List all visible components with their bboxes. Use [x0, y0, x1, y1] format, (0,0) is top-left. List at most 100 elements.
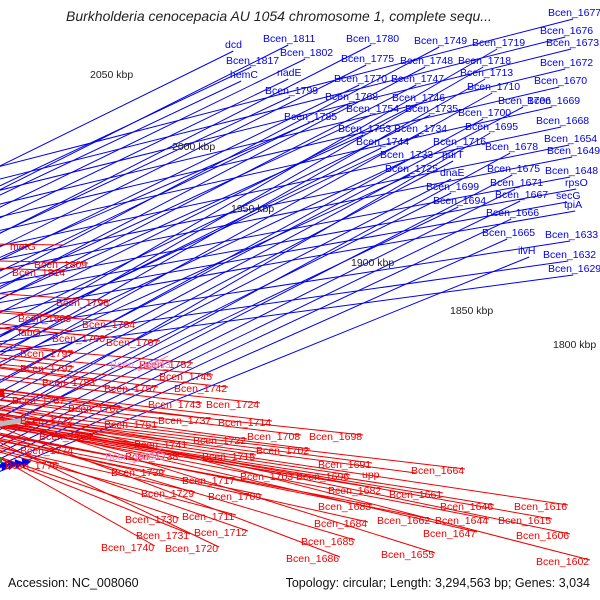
plus-gene-label[interactable]: Bcen_1802: [280, 47, 333, 59]
minus-gene-label[interactable]: Bcen_1616: [514, 501, 567, 513]
plus-gene-label[interactable]: purT: [442, 149, 464, 161]
minus-gene-label[interactable]: Bcen_1803: [18, 313, 71, 325]
rna-gene-label[interactable]: Bcen_R0042: [105, 451, 166, 463]
minus-gene-label[interactable]: Bcen_1809: [34, 259, 87, 271]
plus-gene-label[interactable]: Bcen_1668: [536, 115, 589, 127]
plus-gene-label[interactable]: Bcen_1649: [547, 145, 600, 157]
minus-gene-label[interactable]: metG: [10, 241, 36, 253]
minus-gene-label[interactable]: Bcen_1715: [202, 451, 255, 463]
plus-gene-label[interactable]: Bcen_1706: [498, 95, 551, 107]
plus-gene-label[interactable]: Bcen_1716: [433, 136, 486, 148]
minus-gene-label[interactable]: Bcen_1711: [182, 511, 235, 523]
minus-gene-label[interactable]: Bcen_1767: [106, 337, 159, 349]
minus-gene-label[interactable]: Bcen_1797: [20, 348, 73, 360]
plus-gene-label[interactable]: Bcen_1817: [226, 55, 279, 67]
minus-gene-label[interactable]: Bcen_1783: [42, 377, 95, 389]
minus-gene-label[interactable]: Bcen_1606: [516, 530, 569, 542]
minus-gene-label[interactable]: Bcen_1698: [309, 431, 362, 443]
plus-gene-label[interactable]: Bcen_1719: [472, 37, 525, 49]
plus-gene-label[interactable]: Bcen_1632: [543, 249, 596, 261]
minus-gene-label[interactable]: Bcen_1729: [141, 488, 194, 500]
minus-gene-label[interactable]: Bcen_1714: [218, 417, 271, 429]
plus-gene-label[interactable]: Bcen_1629: [548, 263, 600, 275]
plus-gene-label[interactable]: dcd: [225, 39, 242, 51]
plus-gene-label[interactable]: Bcen_1746: [392, 92, 445, 104]
plus-gene-label[interactable]: Bcen_1747: [391, 73, 444, 85]
plus-gene-label[interactable]: Bcen_1768: [325, 91, 378, 103]
minus-gene-label[interactable]: Bcen_1602: [536, 556, 589, 568]
plus-gene-label[interactable]: secG: [556, 190, 581, 202]
minus-gene-label[interactable]: Bcen_1737: [158, 415, 211, 427]
minus-gene-label[interactable]: Bcen_1683: [318, 501, 371, 513]
plus-gene-label[interactable]: Bcen_1677: [548, 7, 600, 19]
minus-gene-label[interactable]: Bcen_1738: [125, 451, 178, 463]
minus-gene-label[interactable]: Bcen_1708: [247, 431, 300, 443]
plus-gene-label[interactable]: Bcen_1770: [334, 73, 387, 85]
plus-gene-label[interactable]: Bcen_1734: [394, 123, 447, 135]
minus-gene-label[interactable]: Bcen_1787: [12, 395, 65, 407]
minus-gene-label[interactable]: Bcen_1757: [104, 383, 157, 395]
plus-gene-label[interactable]: Bcen_1673: [546, 37, 599, 49]
minus-gene-label[interactable]: Bcen_1739: [111, 467, 164, 479]
minus-gene-label[interactable]: Bcen_1751: [104, 419, 157, 431]
plus-gene-label[interactable]: Bcen_1633: [545, 229, 598, 241]
rna-gene-label[interactable]: Bcen_R0043: [110, 359, 171, 371]
plus-gene-label[interactable]: Bcen_1780: [346, 33, 399, 45]
plus-gene-label[interactable]: Bcen_1648: [545, 165, 598, 177]
minus-gene-label[interactable]: Bcen_1691: [318, 459, 371, 471]
plus-gene-label[interactable]: Bcen_1748: [400, 55, 453, 67]
minus-gene-label[interactable]: Bcen_1685: [301, 536, 354, 548]
minus-gene-label[interactable]: Bcen_1696: [296, 471, 349, 483]
plus-gene-label[interactable]: Bcen_1694: [433, 195, 486, 207]
minus-gene-label[interactable]: Bcen_1664: [411, 465, 464, 477]
minus-gene-label[interactable]: Bcen_1784: [82, 319, 135, 331]
minus-gene-label[interactable]: Bcen_1703: [240, 471, 293, 483]
minus-gene-label[interactable]: Bcen_1724: [206, 399, 259, 411]
minus-gene-label[interactable]: Bcen_1661: [389, 489, 442, 501]
plus-gene-label[interactable]: rpsO: [565, 177, 588, 189]
minus-gene-label[interactable]: Bcen_1646: [440, 501, 493, 513]
plus-gene-label[interactable]: Bcen_1695: [465, 121, 518, 133]
plus-gene-label[interactable]: nadE: [277, 67, 302, 79]
minus-gene-label[interactable]: Bcen_1655: [381, 549, 434, 561]
plus-gene-label[interactable]: Bcen_1670: [534, 75, 587, 87]
minus-gene-label[interactable]: Bcen_1722: [193, 435, 246, 447]
plus-gene-label[interactable]: Bcen_1749: [414, 35, 467, 47]
plus-gene-label[interactable]: Bcen_1735: [405, 103, 458, 115]
plus-gene-label[interactable]: Bcen_1675: [487, 163, 540, 175]
minus-gene-label[interactable]: Bcen_1740: [101, 542, 154, 554]
plus-gene-label[interactable]: Bcen_1654: [544, 133, 597, 145]
minus-gene-label[interactable]: Bcen_1709: [208, 491, 261, 503]
minus-gene-label[interactable]: Bcen_1792: [20, 363, 73, 375]
minus-gene-label[interactable]: Bcen_1790: [52, 333, 105, 345]
plus-gene-label[interactable]: tpiA: [564, 199, 582, 211]
minus-gene-label[interactable]: Bcen_1743: [148, 399, 201, 411]
minus-gene-label[interactable]: Bcen_1742: [174, 383, 227, 395]
plus-gene-label[interactable]: Bcen_1671: [490, 177, 543, 189]
minus-gene-label[interactable]: Bcen_1776: [5, 460, 58, 472]
minus-gene-label[interactable]: Bcen_1764: [39, 431, 92, 443]
minus-gene-label[interactable]: Bcen_1762: [68, 403, 121, 415]
plus-gene-label[interactable]: hemC: [230, 69, 258, 81]
minus-gene-label[interactable]: Bcen_1717: [182, 475, 235, 487]
plus-gene-label[interactable]: Bcen_1667: [495, 189, 548, 201]
minus-gene-label[interactable]: Bcen_1730: [125, 514, 178, 526]
minus-gene-label[interactable]: Bcen_1702: [256, 445, 309, 457]
minus-gene-label[interactable]: Bcen_1684: [314, 518, 367, 530]
minus-gene-label[interactable]: Bcen_1814: [12, 267, 65, 279]
plus-gene-label[interactable]: Bcen_1754: [346, 103, 399, 115]
minus-gene-label[interactable]: Bcen_1647: [423, 528, 476, 540]
minus-gene-label[interactable]: Bcen_1682: [328, 485, 381, 497]
plus-gene-label[interactable]: Bcen_1710: [467, 81, 520, 93]
plus-gene-label[interactable]: dnaE: [440, 167, 465, 179]
minus-gene-label[interactable]: Bcen_1772: [20, 415, 73, 427]
minus-gene-label[interactable]: Bcen_1798: [56, 297, 109, 309]
plus-gene-label[interactable]: Bcen_1733: [380, 149, 433, 161]
plus-gene-label[interactable]: ilvH: [518, 245, 536, 257]
minus-gene-label[interactable]: Bcen_1615: [498, 515, 551, 527]
plus-gene-label[interactable]: Bcen_1725: [385, 163, 438, 175]
minus-gene-label[interactable]: fabG: [18, 327, 41, 339]
plus-gene-label[interactable]: Bcen_1665: [482, 227, 535, 239]
plus-gene-label[interactable]: Bcen_1676: [540, 25, 593, 37]
minus-gene-label[interactable]: Bcen_1712: [194, 527, 247, 539]
